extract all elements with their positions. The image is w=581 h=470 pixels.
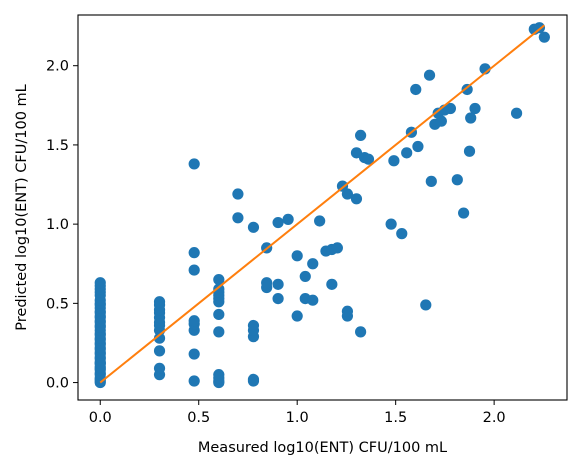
data-point — [341, 305, 354, 317]
data-point — [410, 83, 422, 96]
data-point — [153, 296, 166, 308]
data-point — [385, 218, 397, 230]
reference-line — [99, 24, 545, 384]
data-point — [247, 373, 260, 385]
data-point — [213, 308, 225, 321]
x-axis: 0.0 0.5 1.0 1.5 2.0 — [89, 400, 506, 426]
data-point — [350, 147, 363, 159]
x-tick-label: 1.0 — [286, 410, 309, 426]
fit-line-layer — [99, 24, 545, 384]
data-point — [425, 175, 437, 187]
data-point — [247, 319, 260, 332]
x-tick-label: 2.0 — [483, 410, 506, 426]
data-point — [341, 188, 354, 200]
data-point — [291, 250, 303, 262]
data-point — [188, 348, 200, 360]
data-point — [435, 115, 447, 127]
data-point — [291, 310, 303, 322]
data-point — [232, 212, 244, 224]
plot-frame — [77, 14, 568, 401]
data-point — [307, 258, 319, 270]
data-point — [232, 188, 244, 200]
data-point — [420, 299, 432, 311]
data-point — [307, 294, 319, 306]
data-point — [153, 345, 166, 357]
y-tick-label: 0.5 — [46, 296, 69, 312]
data-point — [213, 273, 225, 286]
y-tick-label: 2.0 — [46, 59, 69, 75]
data-point — [272, 216, 284, 229]
data-point — [458, 207, 470, 219]
data-point — [451, 174, 463, 186]
y-tick-label: 1.5 — [46, 138, 69, 154]
data-point — [412, 140, 424, 153]
data-point — [213, 283, 225, 295]
data-point — [331, 242, 343, 254]
data-point — [510, 107, 523, 119]
data-point — [401, 147, 413, 159]
x-tick-label: 1.5 — [384, 410, 407, 426]
data-point — [469, 102, 481, 115]
data-point — [538, 31, 550, 43]
data-point — [153, 362, 166, 374]
data-point — [396, 228, 408, 240]
data-point — [314, 215, 326, 227]
y-tick-label: 0.0 — [46, 376, 69, 392]
data-point — [350, 193, 363, 205]
data-point — [213, 369, 225, 381]
data-point — [299, 270, 311, 283]
y-axis-label: Predicted log10(ENT) CFU/100 mL — [14, 84, 30, 330]
data-point — [272, 293, 284, 305]
data-point — [94, 357, 106, 370]
points-layer — [94, 22, 550, 389]
data-point — [465, 112, 477, 124]
data-point — [326, 278, 338, 290]
data-point — [272, 278, 284, 290]
data-point — [94, 277, 106, 289]
data-point — [188, 247, 200, 259]
data-point — [213, 326, 225, 338]
data-point — [355, 129, 367, 142]
data-point — [463, 145, 476, 157]
data-point — [247, 221, 260, 233]
data-point — [388, 155, 400, 167]
data-point — [362, 153, 375, 165]
x-tick-label: 0.0 — [89, 410, 112, 426]
data-point — [282, 213, 294, 225]
y-tick-label: 1.0 — [46, 217, 69, 233]
x-axis-label: Measured log10(ENT) CFU/100 mL — [198, 440, 447, 456]
data-point — [355, 326, 367, 338]
y-axis: 0.0 0.5 1.0 1.5 2.0 — [46, 59, 78, 392]
x-tick-label: 0.5 — [187, 410, 210, 426]
data-point — [423, 69, 436, 81]
data-point — [153, 332, 166, 344]
data-point — [188, 158, 200, 170]
data-point — [461, 83, 473, 96]
data-point — [188, 264, 200, 276]
data-point — [188, 375, 200, 387]
data-point — [188, 315, 200, 327]
data-point — [444, 102, 457, 115]
data-point — [261, 277, 273, 289]
